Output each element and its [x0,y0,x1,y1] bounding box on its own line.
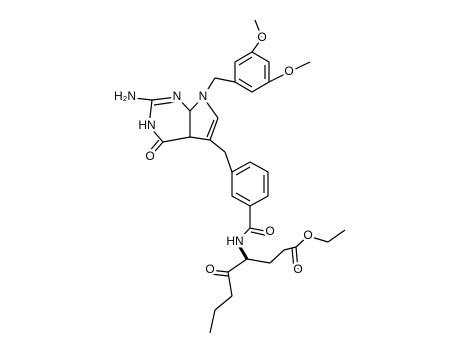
atom-label: H₂N [114,89,136,103]
atom-label: O [265,224,274,238]
bonds [124,19,346,334]
atom-labels: H₂N N N HN O O O HN O O O O [112,28,316,279]
atom-label: N [173,89,182,103]
atom-label: O [145,149,154,163]
atom-label: HN [138,118,155,132]
atom-label: O [303,228,312,242]
atom-label: HN [226,234,243,248]
atom-label: O [205,262,214,276]
atom-label: N [199,89,208,103]
atom-label: O [293,262,302,276]
atom-label: O [257,30,266,44]
atom-label: O [284,64,293,78]
